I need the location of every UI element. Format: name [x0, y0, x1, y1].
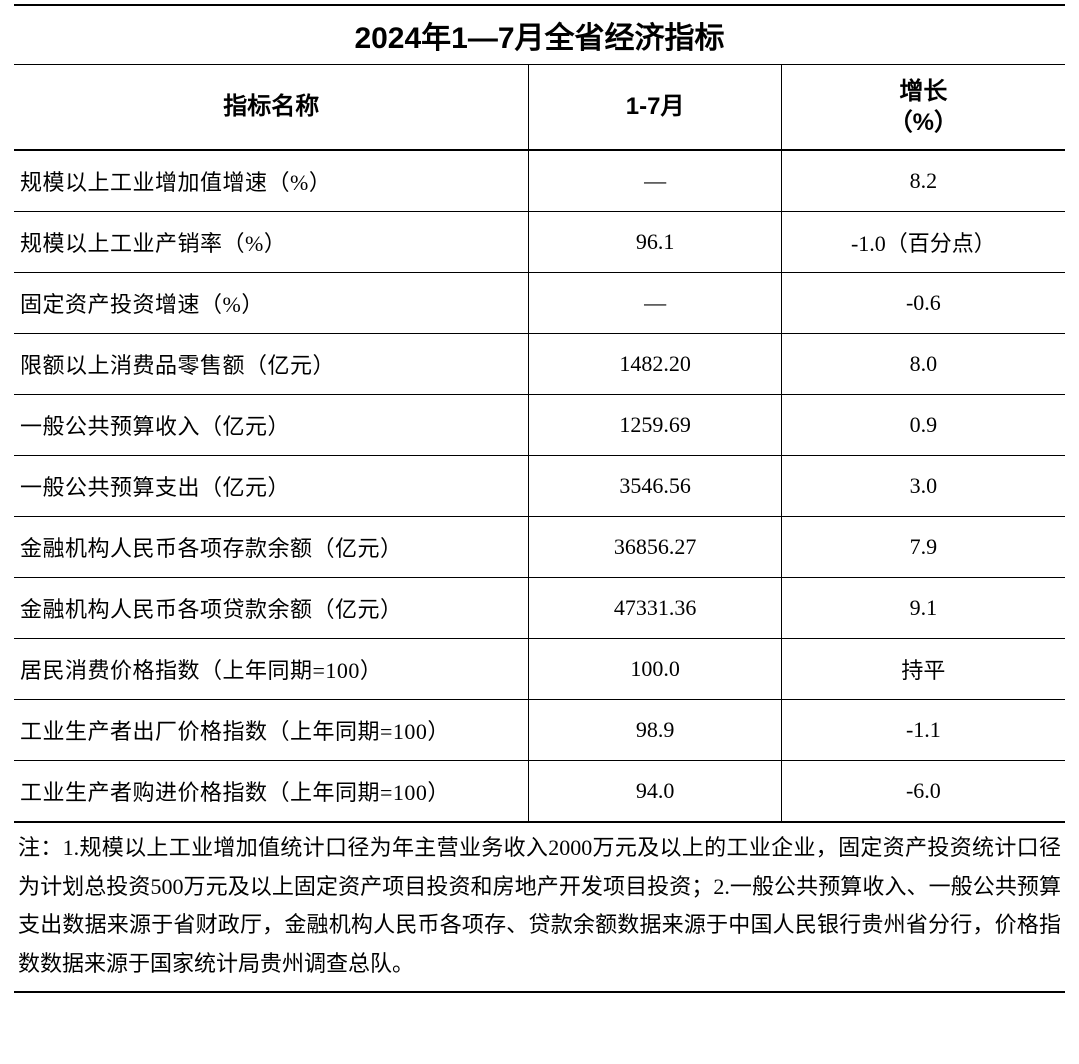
- table-row: 固定资产投资增速（%）—-0.6: [14, 273, 1065, 334]
- cell-value: 1259.69: [529, 395, 781, 456]
- col-header-value: 1-7月: [529, 65, 781, 151]
- cell-name: 居民消费价格指数（上年同期=100）: [14, 639, 529, 700]
- cell-value: —: [529, 273, 781, 334]
- table-title: 2024年1—7月全省经济指标: [14, 5, 1065, 65]
- cell-name: 金融机构人民币各项存款余额（亿元）: [14, 517, 529, 578]
- table-container: 2024年1—7月全省经济指标指标名称1-7月增长（%）规模以上工业增加值增速（…: [0, 0, 1079, 1003]
- col-header-growth: 增长（%）: [781, 65, 1065, 151]
- cell-growth: 0.9: [781, 395, 1065, 456]
- cell-value: 96.1: [529, 212, 781, 273]
- cell-growth: 9.1: [781, 578, 1065, 639]
- table-row: 工业生产者出厂价格指数（上年同期=100）98.9-1.1: [14, 700, 1065, 761]
- table-row: 规模以上工业增加值增速（%）—8.2: [14, 150, 1065, 212]
- cell-value: 47331.36: [529, 578, 781, 639]
- table-row: 限额以上消费品零售额（亿元）1482.208.0: [14, 334, 1065, 395]
- cell-name: 金融机构人民币各项贷款余额（亿元）: [14, 578, 529, 639]
- cell-name: 工业生产者出厂价格指数（上年同期=100）: [14, 700, 529, 761]
- cell-value: 94.0: [529, 761, 781, 823]
- table-note: 注：1.规模以上工业增加值统计口径为年主营业务收入2000万元及以上的工业企业，…: [14, 822, 1065, 992]
- cell-value: 3546.56: [529, 456, 781, 517]
- cell-growth: -6.0: [781, 761, 1065, 823]
- table-row: 一般公共预算支出（亿元）3546.563.0: [14, 456, 1065, 517]
- col-header-name: 指标名称: [14, 65, 529, 151]
- cell-growth: 8.0: [781, 334, 1065, 395]
- cell-growth: -1.0（百分点）: [781, 212, 1065, 273]
- table-row: 工业生产者购进价格指数（上年同期=100）94.0-6.0: [14, 761, 1065, 823]
- cell-value: 100.0: [529, 639, 781, 700]
- cell-value: —: [529, 150, 781, 212]
- cell-name: 规模以上工业产销率（%）: [14, 212, 529, 273]
- cell-name: 一般公共预算收入（亿元）: [14, 395, 529, 456]
- cell-name: 限额以上消费品零售额（亿元）: [14, 334, 529, 395]
- cell-growth: 3.0: [781, 456, 1065, 517]
- cell-value: 1482.20: [529, 334, 781, 395]
- table-row: 居民消费价格指数（上年同期=100）100.0持平: [14, 639, 1065, 700]
- cell-growth: -0.6: [781, 273, 1065, 334]
- table-row: 金融机构人民币各项存款余额（亿元）36856.277.9: [14, 517, 1065, 578]
- cell-growth: 8.2: [781, 150, 1065, 212]
- table-row: 一般公共预算收入（亿元）1259.690.9: [14, 395, 1065, 456]
- cell-growth: 7.9: [781, 517, 1065, 578]
- cell-growth: 持平: [781, 639, 1065, 700]
- cell-name: 固定资产投资增速（%）: [14, 273, 529, 334]
- cell-name: 工业生产者购进价格指数（上年同期=100）: [14, 761, 529, 823]
- cell-value: 36856.27: [529, 517, 781, 578]
- cell-name: 规模以上工业增加值增速（%）: [14, 150, 529, 212]
- table-row: 金融机构人民币各项贷款余额（亿元）47331.369.1: [14, 578, 1065, 639]
- table-row: 规模以上工业产销率（%）96.1-1.0（百分点）: [14, 212, 1065, 273]
- cell-value: 98.9: [529, 700, 781, 761]
- cell-growth: -1.1: [781, 700, 1065, 761]
- cell-name: 一般公共预算支出（亿元）: [14, 456, 529, 517]
- economic-indicators-table: 2024年1—7月全省经济指标指标名称1-7月增长（%）规模以上工业增加值增速（…: [14, 4, 1065, 993]
